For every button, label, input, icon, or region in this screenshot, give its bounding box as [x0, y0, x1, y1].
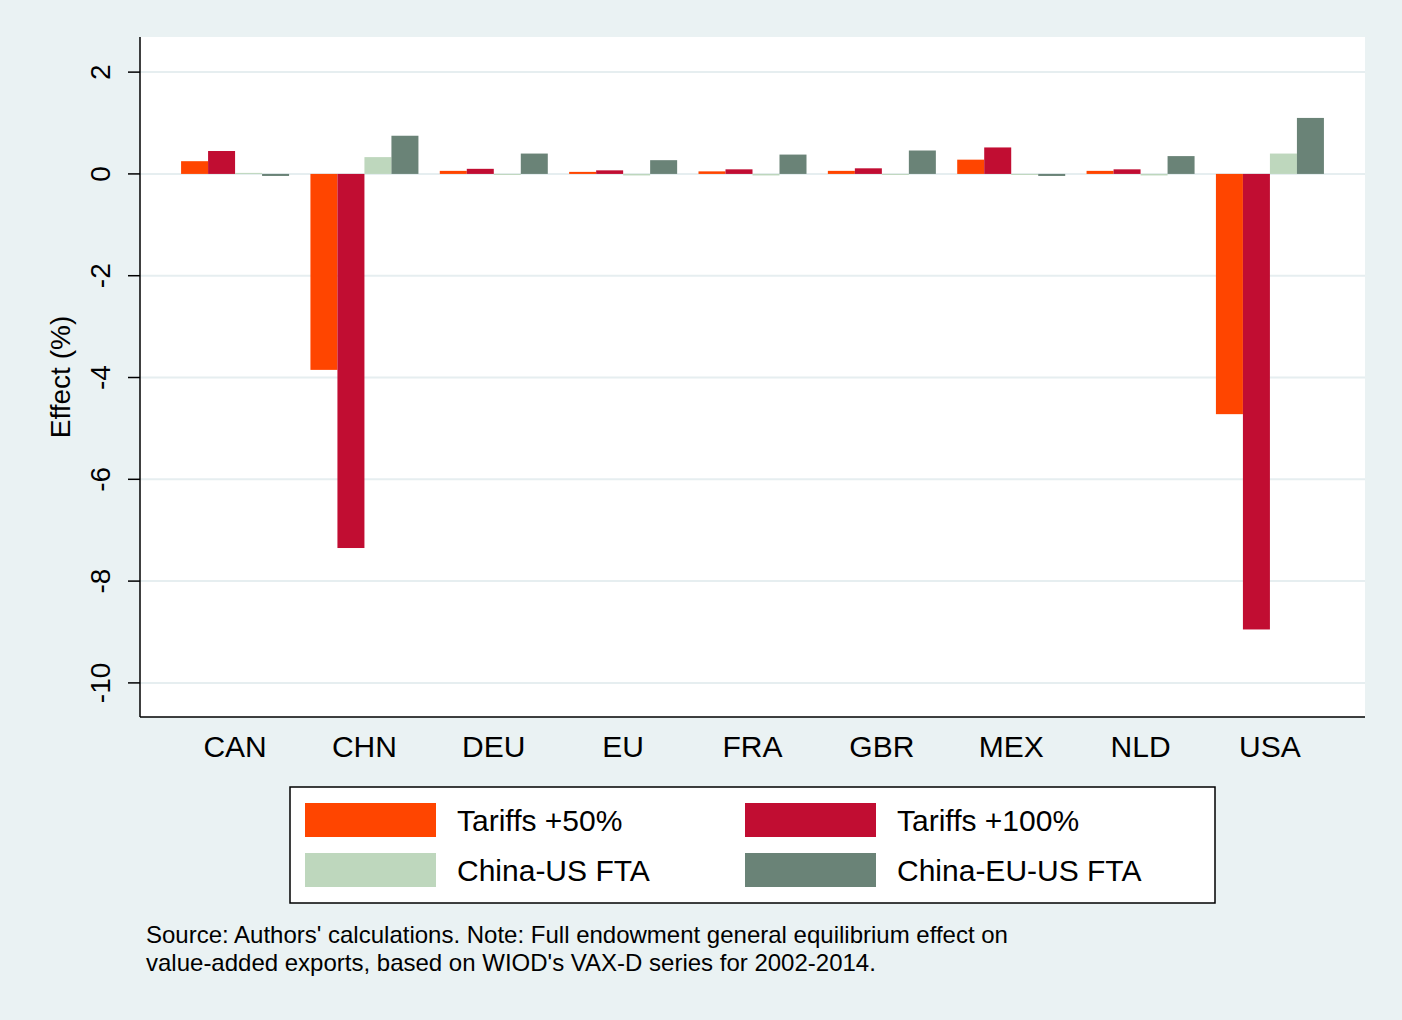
bar — [521, 154, 548, 174]
bar — [726, 169, 753, 174]
bar — [1270, 154, 1297, 174]
bar — [310, 174, 337, 370]
grid-line — [140, 478, 1365, 480]
bar — [957, 160, 984, 174]
bars — [181, 118, 1324, 630]
bar — [623, 174, 650, 176]
tick-label: 0 — [85, 166, 116, 182]
category-label: CHN — [332, 730, 397, 763]
bar — [909, 151, 936, 174]
legend-swatch — [305, 853, 436, 887]
bar — [262, 174, 289, 176]
legend-swatch — [305, 803, 436, 837]
bar — [494, 174, 521, 175]
y-axis — [139, 37, 141, 717]
note: Source: Authors' calculations. Note: Ful… — [146, 921, 1008, 948]
bar — [828, 171, 855, 174]
legend: Tariffs +50% Tariffs +100% China-US FTA Chi… — [290, 787, 1215, 903]
bar — [1243, 174, 1270, 630]
legend-swatch — [745, 853, 876, 887]
bar — [984, 147, 1011, 173]
tick-mark — [128, 682, 140, 684]
bar — [1216, 174, 1243, 414]
tick-mark — [128, 71, 140, 73]
chart: -10 -8 -6 -4 -2 0 2 Effect (%) CAN CHN DEU EU FRA GBR… — [0, 0, 1402, 1020]
tick-mark — [128, 275, 140, 277]
category-label: CAN — [203, 730, 266, 763]
bar — [569, 172, 596, 174]
bar — [391, 136, 418, 174]
legend-label: Tariffs +100% — [897, 804, 1079, 837]
grid-line — [140, 580, 1365, 582]
bar — [235, 173, 262, 174]
bar — [208, 151, 235, 174]
bar — [1038, 174, 1065, 176]
legend-label: Tariffs +50% — [457, 804, 622, 837]
tick-mark — [128, 377, 140, 379]
tick-mark — [128, 173, 140, 175]
tick-label: -4 — [85, 365, 116, 390]
tick-label: -2 — [85, 263, 116, 288]
note: value-added exports, based on WIOD's VAX… — [146, 949, 876, 976]
bar — [337, 174, 364, 548]
bar — [467, 169, 494, 174]
bar — [1114, 169, 1141, 174]
bar — [882, 174, 909, 175]
legend-label: China-US FTA — [457, 854, 650, 887]
category-label: GBR — [849, 730, 914, 763]
bar — [650, 160, 677, 174]
tick-label: -6 — [85, 467, 116, 492]
tick-mark — [128, 580, 140, 582]
category-label: NLD — [1111, 730, 1171, 763]
bar — [1087, 171, 1114, 174]
category-label: DEU — [462, 730, 525, 763]
plot-area — [140, 37, 1365, 717]
bar — [181, 161, 208, 174]
bar — [753, 174, 780, 176]
legend-swatch — [745, 803, 876, 837]
tick-label: -10 — [85, 663, 116, 703]
bar — [440, 171, 467, 174]
category-label: USA — [1239, 730, 1301, 763]
bar — [1168, 156, 1195, 174]
category-label: EU — [602, 730, 644, 763]
bar — [855, 168, 882, 174]
x-axis — [140, 716, 1365, 718]
tick-label: 2 — [85, 64, 116, 80]
bar — [780, 155, 807, 174]
bar — [1141, 174, 1168, 176]
bar — [596, 170, 623, 174]
legend-box — [290, 787, 1215, 903]
legend-label: China-EU-US FTA — [897, 854, 1141, 887]
bar — [1011, 174, 1038, 175]
bar — [1297, 118, 1324, 174]
bar — [699, 171, 726, 174]
tick-label: -8 — [85, 569, 116, 594]
grid-line — [140, 71, 1365, 73]
bar — [364, 157, 391, 174]
grid-line — [140, 682, 1365, 684]
category-label: MEX — [979, 730, 1044, 763]
background — [0, 0, 1402, 1020]
tick-mark — [128, 479, 140, 481]
grid-line — [140, 377, 1365, 379]
category-label: FRA — [723, 730, 783, 763]
axis-title: Effect (%) — [45, 316, 76, 438]
